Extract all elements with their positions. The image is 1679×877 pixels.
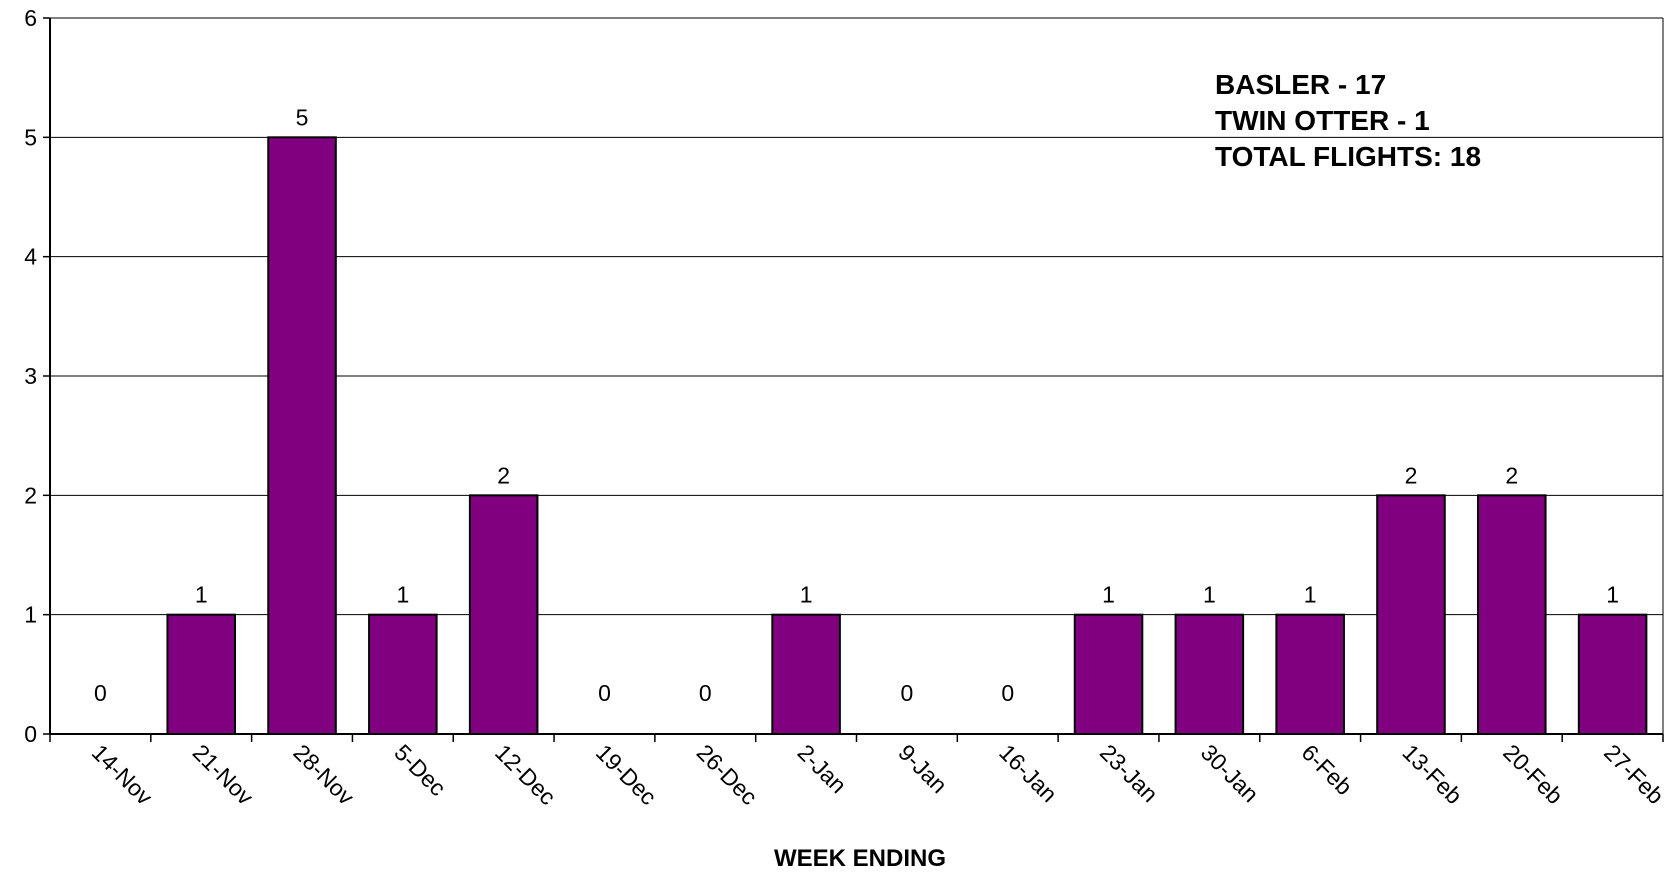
x-tick-label: 19-Dec xyxy=(591,739,662,810)
x-tick-label: 12-Dec xyxy=(490,739,561,810)
x-tick-label: 14-Nov xyxy=(87,739,158,810)
data-label: 2 xyxy=(1405,462,1418,488)
bar xyxy=(1577,613,1648,736)
x-tick-label: 27-Feb xyxy=(1599,739,1669,809)
y-tick-label: 5 xyxy=(24,124,37,150)
x-tick-label: 20-Feb xyxy=(1498,739,1568,809)
data-label: 1 xyxy=(1304,582,1317,608)
data-label: 2 xyxy=(497,462,510,488)
bar xyxy=(468,494,539,736)
x-tick-label: 28-Nov xyxy=(288,739,359,810)
data-label: 1 xyxy=(396,582,409,608)
data-label: 0 xyxy=(901,680,914,706)
y-tick-label: 6 xyxy=(24,5,37,31)
x-tick-label: 30-Jan xyxy=(1196,739,1264,807)
bar xyxy=(267,136,337,736)
bar xyxy=(1477,494,1547,736)
y-tick-label: 1 xyxy=(24,602,37,628)
x-tick-label: 5-Dec xyxy=(389,739,451,801)
x-tick-label: 9-Jan xyxy=(893,739,952,798)
x-tick-label: 2-Jan xyxy=(793,739,852,798)
data-label: 0 xyxy=(1001,680,1014,706)
x-tick-label: 13-Feb xyxy=(1397,739,1467,809)
bar-series xyxy=(166,136,1648,736)
data-label: 1 xyxy=(195,582,208,608)
annotation-line-twin-otter: TWIN OTTER - 1 xyxy=(1215,105,1430,136)
x-tick-label: 16-Jan xyxy=(994,739,1062,807)
data-label: 1 xyxy=(1606,582,1619,608)
bar xyxy=(166,613,236,736)
x-tick-labels: 14-Nov 21-Nov 28-Nov 5-Dec 12-Dec 19-Dec 26-De… xyxy=(87,739,1669,810)
data-label: 1 xyxy=(1102,582,1115,608)
data-label: 2 xyxy=(1505,462,1518,488)
y-tick-label: 4 xyxy=(24,244,37,270)
annotation-line-basler: BASLER - 17 xyxy=(1215,69,1386,100)
y-tick-label: 3 xyxy=(24,363,37,389)
bar xyxy=(368,613,438,736)
bar xyxy=(1376,494,1446,736)
data-labels: 0 1 5 1 2 0 0 1 0 0 1 1 1 2 2 1 xyxy=(94,104,1619,706)
bar xyxy=(1073,613,1144,736)
data-label: 5 xyxy=(296,104,309,130)
bar xyxy=(1275,613,1345,736)
x-axis-title: WEEK ENDING xyxy=(774,845,946,872)
x-tick-label: 26-Dec xyxy=(692,739,763,810)
data-label: 1 xyxy=(800,582,813,608)
data-label: 1 xyxy=(1203,582,1216,608)
y-tick-label: 2 xyxy=(24,482,37,508)
axes xyxy=(43,17,1664,742)
y-tick-labels: 0 1 2 3 4 5 6 xyxy=(24,5,37,747)
annotation-box: BASLER - 17 TWIN OTTER - 1 TOTAL FLIGHTS… xyxy=(1215,69,1481,172)
data-label: 0 xyxy=(94,680,107,706)
annotation-line-total: TOTAL FLIGHTS: 18 xyxy=(1215,141,1481,172)
x-tick-label: 6-Feb xyxy=(1297,739,1358,800)
y-tick-label: 0 xyxy=(24,721,37,747)
bar xyxy=(1174,613,1245,736)
bar xyxy=(771,613,841,736)
data-label: 0 xyxy=(598,680,611,706)
x-tick-label: 21-Nov xyxy=(188,739,259,810)
data-label: 0 xyxy=(699,680,712,706)
x-tick-label: 23-Jan xyxy=(1095,739,1163,807)
